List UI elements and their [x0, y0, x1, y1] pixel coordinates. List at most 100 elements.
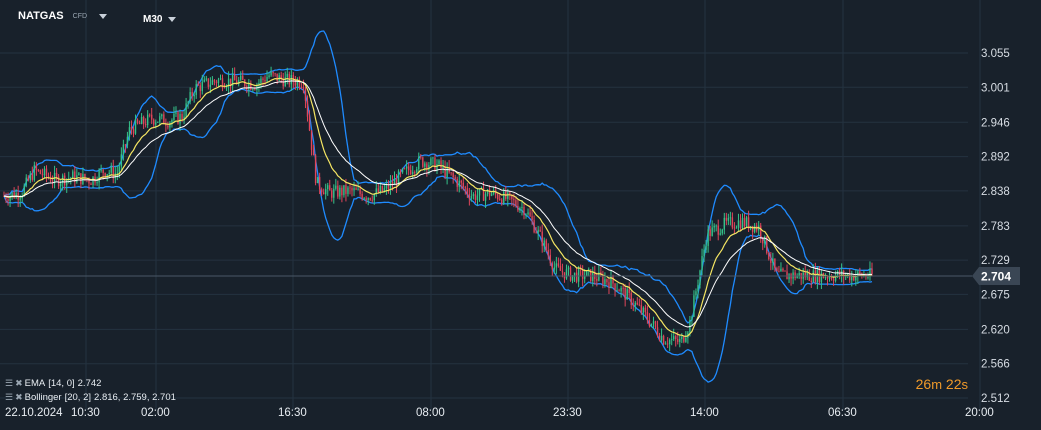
- candle-body: [310, 130, 313, 150]
- candle-body: [33, 165, 36, 180]
- candle-body: [727, 217, 730, 221]
- candle-body: [853, 275, 855, 281]
- candle-body: [203, 79, 206, 82]
- symbol-type: CFD: [72, 12, 88, 20]
- candle-body: [486, 189, 489, 195]
- candle-body: [7, 199, 9, 202]
- candle-body: [596, 278, 598, 281]
- candle-body: [496, 194, 499, 200]
- candle-body: [290, 75, 293, 85]
- candle-body: [49, 177, 52, 182]
- bar-countdown: 26m 22s: [916, 376, 968, 392]
- candle-body: [312, 149, 315, 156]
- candle-body: [583, 276, 586, 279]
- candle-body: [333, 188, 335, 198]
- chevron-down-icon[interactable]: [99, 13, 108, 19]
- candle-body: [666, 343, 669, 345]
- candle-body: [438, 160, 440, 165]
- candle-body: [250, 83, 252, 90]
- ema-line: [3, 77, 873, 338]
- timeframe-selector[interactable]: M30: [143, 14, 177, 25]
- candle-body: [391, 181, 394, 186]
- candle-body: [592, 272, 594, 282]
- candle-body: [567, 267, 570, 270]
- indicator-ema[interactable]: ☰ ✖ EMA [14, 0] 2.742: [5, 378, 101, 389]
- candle-body: [45, 168, 48, 176]
- candle-body: [869, 268, 871, 277]
- candle-body: [124, 144, 127, 146]
- candle-body: [440, 160, 442, 168]
- y-tick-label: 3.055: [981, 48, 1010, 60]
- candle-body: [110, 166, 112, 173]
- candle-body: [640, 305, 643, 313]
- candle-body: [407, 166, 410, 171]
- candle-body: [436, 164, 438, 171]
- candle-body: [88, 179, 90, 184]
- candle-body: [675, 336, 677, 340]
- candle-body: [183, 116, 185, 120]
- candle-body: [369, 198, 371, 200]
- settings-icon[interactable]: ☰: [5, 392, 13, 402]
- settings-icon[interactable]: ☰: [5, 378, 13, 388]
- symbol-selector[interactable]: NATGAS CFD: [18, 10, 108, 22]
- candle-body: [723, 217, 725, 230]
- candle-body: [221, 78, 224, 88]
- candle-body: [231, 74, 234, 86]
- candle-body: [430, 158, 432, 166]
- candle-body: [646, 311, 649, 320]
- candle-body: [533, 220, 535, 233]
- candle-body: [207, 78, 210, 87]
- candle-body: [27, 177, 29, 181]
- candle-body: [466, 188, 469, 194]
- candle-body: [778, 270, 780, 272]
- candle-body: [760, 225, 762, 238]
- candle-body: [266, 77, 268, 82]
- candle-body: [244, 79, 246, 87]
- candle-body: [114, 173, 116, 179]
- countdown-seconds-unit: s: [961, 377, 969, 392]
- candle-body: [308, 116, 311, 131]
- candle-body: [29, 173, 32, 181]
- candle-body: [416, 169, 418, 173]
- indicator-bollinger[interactable]: ☰ ✖ Bollinger [20, 2] 2.816, 2.759, 2.70…: [5, 392, 176, 403]
- candle-body: [280, 75, 282, 79]
- candle-body: [199, 85, 201, 92]
- candle-body: [78, 173, 80, 176]
- candle-body: [590, 269, 592, 282]
- candle-body: [268, 75, 270, 78]
- candle-body: [691, 316, 693, 320]
- candle-body: [470, 196, 473, 199]
- candle-body: [144, 123, 147, 126]
- candle-body: [365, 198, 367, 200]
- candle-body: [217, 79, 220, 84]
- candle-body: [25, 177, 27, 186]
- candle-body: [92, 176, 94, 186]
- close-icon[interactable]: ✖: [15, 378, 22, 388]
- candle-body: [74, 171, 76, 182]
- candle-body: [296, 79, 299, 86]
- ema-slow-line: [3, 80, 872, 328]
- candle-body: [626, 289, 628, 300]
- candle-body: [648, 319, 651, 326]
- countdown-seconds: 22: [945, 376, 962, 392]
- candle-body: [616, 290, 618, 292]
- close-icon[interactable]: ✖: [15, 392, 22, 402]
- candle-body: [159, 116, 161, 122]
- candle-body: [444, 166, 446, 178]
- candle-body: [355, 188, 357, 190]
- candle-body: [456, 178, 458, 187]
- candle-body: [51, 181, 54, 183]
- candle-body: [205, 78, 208, 80]
- candle-body: [175, 112, 177, 114]
- candle-body: [351, 188, 353, 191]
- candle-body: [155, 122, 157, 125]
- candle-body: [282, 78, 284, 87]
- chevron-down-icon[interactable]: [168, 17, 177, 22]
- candle-body: [535, 232, 537, 234]
- y-tick-label: 2.783: [981, 221, 1010, 233]
- candle-body: [341, 187, 343, 196]
- candle-body: [276, 73, 278, 81]
- candle-body: [751, 226, 754, 232]
- candle-body: [57, 176, 60, 187]
